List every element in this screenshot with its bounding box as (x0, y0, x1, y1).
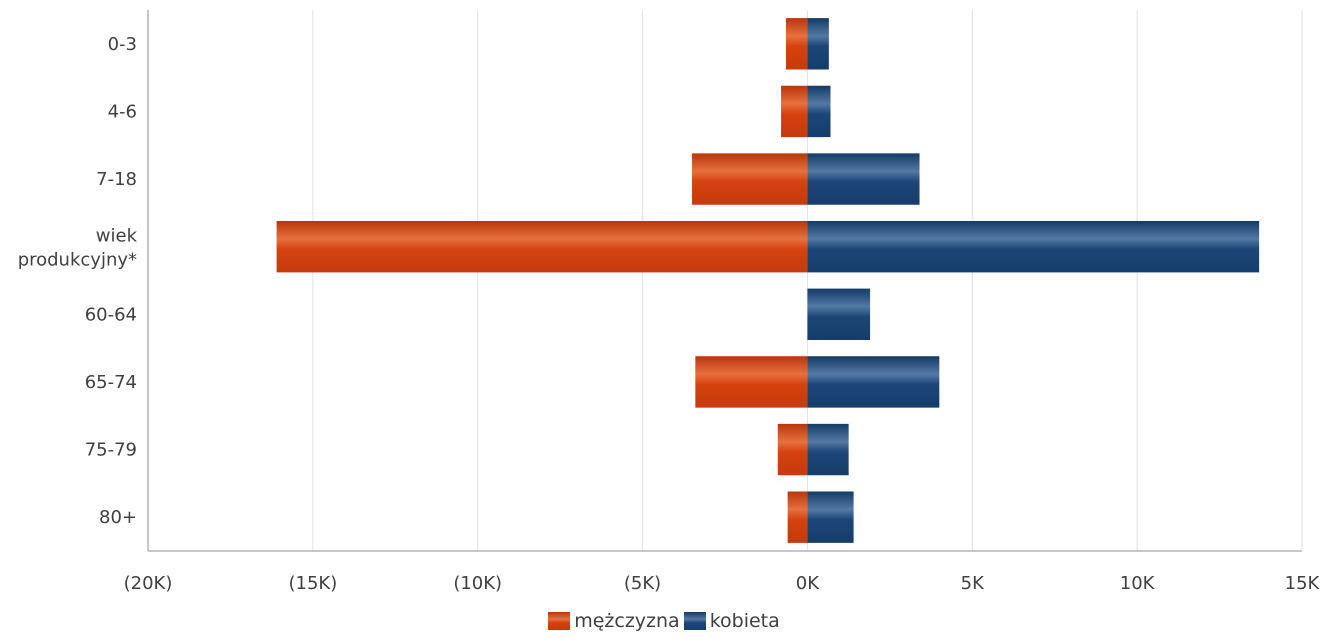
bar-men[interactable] (787, 491, 808, 543)
x-tick-label: 10K (1120, 573, 1156, 594)
y-category-label: 4-6 (108, 101, 137, 122)
y-category-label: 0-3 (108, 34, 137, 55)
x-tick-label: 5K (961, 573, 985, 594)
y-category-label: wiek produkcyjny* (18, 226, 138, 271)
population-bar-chart: (20K) (15K) (10K) (5K) 0K 5K 10K 15K 0-3 4-6 7-18 w… (18, 10, 1321, 594)
bar-women[interactable] (807, 153, 920, 205)
bar-men[interactable] (781, 85, 808, 138)
legend-swatch-women (683, 612, 706, 630)
y-category-label: 65-74 (85, 372, 137, 393)
bar-women[interactable] (807, 423, 849, 476)
bar-men[interactable] (692, 153, 808, 205)
legend-item-women[interactable]: kobieta (683, 610, 780, 632)
legend-label-women: kobieta (709, 610, 780, 632)
y-category-label: 60-64 (85, 304, 137, 325)
x-tick-label: (10K) (453, 573, 502, 594)
x-tick-label: 15K (1285, 573, 1321, 594)
y-category-label: 80+ (99, 507, 137, 528)
bar-women[interactable] (807, 85, 831, 138)
bar-men[interactable] (785, 18, 808, 70)
bar-women[interactable] (807, 220, 1260, 273)
bar-men[interactable] (777, 423, 808, 476)
x-tick-label: (20K) (124, 573, 173, 594)
legend-swatch-men (548, 612, 571, 630)
bar-men[interactable] (276, 220, 808, 273)
legend-label-men: mężczyzna (574, 610, 680, 632)
y-category-label: 75-79 (85, 440, 137, 461)
legend-item-men[interactable]: mężczyzna (548, 610, 680, 632)
bar-women[interactable] (807, 491, 854, 543)
x-tick-label: (15K) (288, 573, 337, 594)
bar-women[interactable] (807, 288, 871, 341)
legend: mężczyzna kobieta (0, 610, 1328, 632)
x-tick-label: 0K (796, 573, 820, 594)
bar-women[interactable] (807, 18, 829, 70)
x-tick-label: (5K) (624, 573, 661, 594)
y-category-label: 7-18 (96, 169, 137, 190)
bar-men[interactable] (695, 356, 808, 408)
bar-women[interactable] (807, 356, 940, 408)
